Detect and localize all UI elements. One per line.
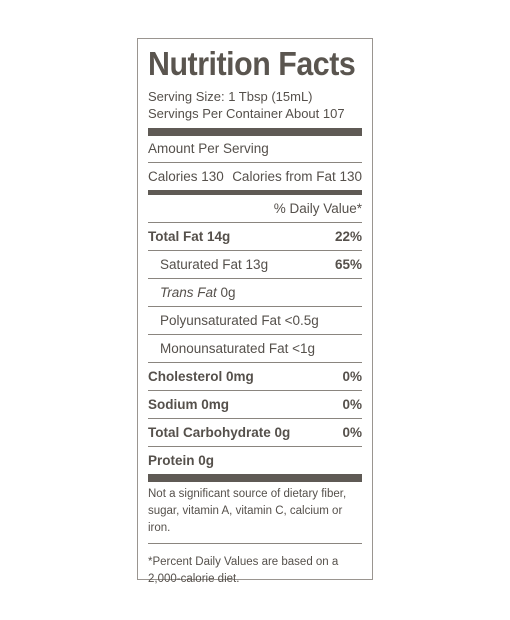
divider [148,334,362,335]
divider [148,390,362,391]
nutrient-row-trans-fat: Trans Fat 0g [148,279,362,306]
nutrient-name: Saturated Fat 13g [160,257,269,272]
amount-per-serving: Amount Per Serving [148,141,269,156]
calories: Calories 130 [148,169,224,184]
daily-value-header: % Daily Value* [273,201,362,216]
serving-size: Serving Size: 1 Tbsp (15mL) [148,89,313,104]
label-title: Nutrition Facts [148,45,356,82]
nutrient-name: Protein 0g [148,453,215,468]
footnote-daily-values: *Percent Daily Values are based on a 2,0… [148,556,339,585]
trans-fat-amount: 0g [216,285,236,300]
divider [148,543,362,544]
nutrient-name: Total Fat 14g [148,229,231,244]
nutrient-row-monounsaturated-fat: Monounsaturated Fat <1g [148,335,362,362]
medium-divider [148,190,362,195]
nutrient-name: Polyunsaturated Fat <0.5g [160,313,319,328]
nutrient-name: Cholesterol 0mg [148,369,254,384]
divider [148,250,362,251]
divider [148,222,362,223]
nutrient-row-cholesterol: Cholesterol 0mg 0% [148,363,362,390]
nutrient-dv: 0% [342,369,362,384]
calories-row: Calories 130 Calories from Fat 130 [148,163,362,190]
nutrient-name: Sodium 0mg [148,397,230,412]
nutrient-dv: 22% [334,229,362,244]
divider [148,306,362,307]
nutrient-row-total-carbohydrate: Total Carbohydrate 0g 0% [148,419,362,446]
divider [148,362,362,363]
nutrient-name: Total Carbohydrate 0g [148,425,291,440]
nutrient-dv: 0% [342,397,362,412]
nutrient-row-sodium: Sodium 0mg 0% [148,391,362,418]
divider [148,446,362,447]
nutrient-row-total-fat: Total Fat 14g 22% [148,223,362,250]
footnote-nutrients: Not a significant source of dietary fibe… [148,488,347,534]
nutrient-name: Trans Fat 0g [160,279,236,306]
thick-divider [148,128,362,136]
thick-divider [148,474,362,482]
nutrient-dv: 0% [342,425,362,440]
divider [148,418,362,419]
calories-from-fat: Calories from Fat 130 [232,169,362,184]
nutrient-name: Monounsaturated Fat <1g [160,341,315,356]
nutrient-row-polyunsaturated-fat: Polyunsaturated Fat <0.5g [148,307,362,334]
divider [148,162,362,163]
servings-per-container: Servings Per Container About 107 [148,106,345,121]
nutrient-row-protein: Protein 0g [148,447,362,474]
nutrient-dv: 65% [334,257,362,272]
trans-fat-label: Trans Fat [160,285,217,300]
daily-value-header-row: % Daily Value* [148,195,362,222]
nutrient-row-saturated-fat: Saturated Fat 13g 65% [148,251,362,278]
divider [148,278,362,279]
nutrition-facts-label: Nutrition Facts Serving Size: 1 Tbsp (15… [137,38,373,585]
